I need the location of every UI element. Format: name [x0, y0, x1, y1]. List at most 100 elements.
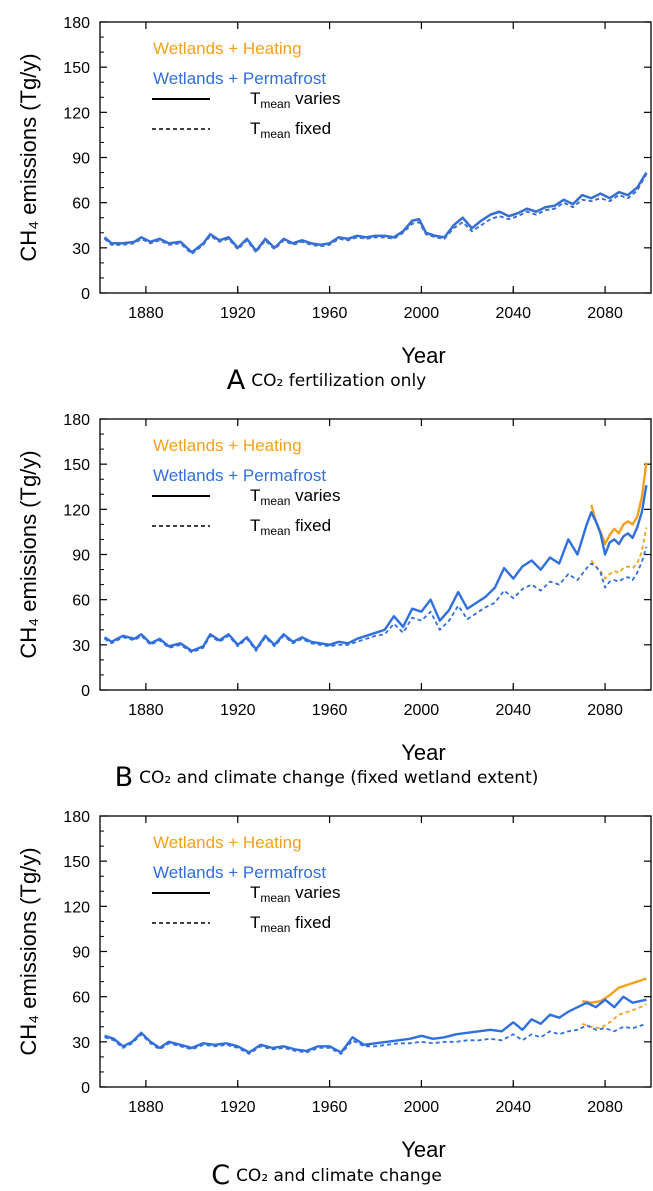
legend-suffix: varies: [290, 89, 340, 108]
x-tick-label: 1920: [220, 305, 256, 322]
plot-frame: [99, 418, 652, 691]
series-line-wetlands-heating-solid: [581, 977, 647, 1004]
x-tick-label: 2000: [404, 1099, 440, 1116]
series-line-wetlands-heating-dashed: [581, 1003, 647, 1030]
panel-a: 0 30 60 90 120 150 180 1880 1920 1960 2000 2040 2080…: [0, 0, 653, 396]
legend-entry-1: Wetlands + Heating: [153, 436, 302, 455]
legend-t: T: [250, 913, 260, 932]
legend-style-label-solid: Tmean varies: [250, 486, 341, 508]
y-tick-label: 180: [63, 15, 90, 32]
panel-c: 0 30 60 90 120 150 180 1880 1920 1960 2000 2040 2080…: [0, 794, 653, 1191]
y-tick-label: 180: [63, 412, 90, 429]
legend-subscript: mean: [260, 127, 290, 141]
legend-t: T: [250, 119, 260, 138]
y-tick-label: 120: [63, 105, 90, 122]
x-tick-label: 1880: [128, 305, 164, 322]
x-tick-label: 1920: [220, 1099, 256, 1116]
x-tick-label: 2040: [495, 1099, 531, 1116]
x-tick-label: 1880: [128, 1099, 164, 1116]
x-tick-label: 2080: [587, 702, 623, 719]
x-tick-label: 2000: [404, 702, 440, 719]
y-axis-label: CH₄ emissions (Tg/y): [16, 450, 41, 658]
legend-t: T: [250, 486, 260, 505]
caption-a: A CO₂ fertilization only: [0, 365, 653, 396]
series-line-wetlands-heating-solid: [103, 171, 648, 254]
legend-subscript: mean: [260, 97, 290, 111]
x-tick-label: 1880: [128, 702, 164, 719]
y-tick-label: 150: [63, 854, 90, 871]
series-group: [103, 171, 648, 255]
y-tick-label: 150: [63, 60, 90, 77]
series-group: [103, 462, 648, 654]
y-axis-label: CH₄ emissions (Tg/y): [16, 53, 41, 261]
x-axis-label: Year: [401, 1137, 445, 1162]
panel-letter-c: C: [211, 1160, 231, 1191]
x-tick-label: 2000: [404, 305, 440, 322]
legend-subscript: mean: [260, 494, 290, 508]
chart-b: 0 30 60 90 120 150 180 1880 1920 1960 2000 2040 2080…: [16, 412, 652, 765]
y-tick-label: 30: [72, 638, 90, 655]
legend-entry-2: Wetlands + Permafrost: [153, 863, 326, 882]
x-tick-label: 1960: [312, 1099, 348, 1116]
legend-style-label-solid: Tmean varies: [250, 883, 341, 905]
panel-letter-a: A: [226, 365, 246, 396]
legend-t: T: [250, 89, 260, 108]
series-group: [104, 977, 647, 1055]
y-tick-label: 150: [63, 457, 90, 474]
caption-c: C CO₂ and climate change: [0, 1160, 653, 1191]
y-tick-label: 90: [72, 945, 90, 962]
series-line-wetlands-permafrost-solid: [104, 995, 647, 1054]
x-axis-label: Year: [401, 740, 445, 765]
series-line-wetlands-permafrost-solid: [103, 484, 648, 653]
legend-t: T: [250, 516, 260, 535]
y-tick-label: 60: [72, 593, 90, 610]
legend-subscript: mean: [260, 891, 290, 905]
legend-subscript: mean: [260, 524, 290, 538]
legend-style-label-solid: Tmean varies: [250, 89, 341, 111]
legend-entry-2: Wetlands + Permafrost: [153, 466, 326, 485]
y-tick-label: 90: [72, 151, 90, 168]
legend-style-label-dashed: Tmean fixed: [250, 119, 331, 141]
series-line-wetlands-permafrost-solid: [103, 171, 648, 254]
series-line-wetlands-permafrost-dashed: [104, 1022, 647, 1055]
y-tick-label: 0: [81, 286, 90, 303]
y-tick-label: 180: [63, 809, 90, 826]
chart-a: 0 30 60 90 120 150 180 1880 1920 1960 2000 2040 2080…: [16, 15, 652, 368]
legend-suffix: fixed: [290, 913, 331, 932]
legend-t: T: [250, 883, 260, 902]
series-line-wetlands-heating-dashed: [104, 173, 648, 255]
legend-entry-2: Wetlands + Permafrost: [153, 69, 326, 88]
x-tick-label: 2080: [587, 1099, 623, 1116]
y-tick-label: 0: [81, 1080, 90, 1097]
y-axis-label: CH₄ emissions (Tg/y): [16, 847, 41, 1055]
legend-suffix: varies: [290, 486, 340, 505]
legend-entry-1: Wetlands + Heating: [153, 39, 302, 58]
y-tick-label: 120: [63, 899, 90, 916]
legend-entry-1: Wetlands + Heating: [153, 833, 302, 852]
legend-suffix: varies: [290, 883, 340, 902]
plot-frame: [99, 21, 652, 294]
y-tick-label: 30: [72, 1035, 90, 1052]
x-tick-label: 2040: [495, 305, 531, 322]
x-tick-label: 1960: [312, 702, 348, 719]
legend-style-label-dashed: Tmean fixed: [250, 516, 331, 538]
legend-suffix: fixed: [290, 119, 331, 138]
legend-subscript: mean: [260, 921, 290, 935]
caption-text-a: CO₂ fertilization only: [251, 371, 427, 391]
panel-b: 0 30 60 90 120 150 180 1880 1920 1960 2000 2040 2080…: [0, 397, 653, 793]
x-tick-label: 2080: [587, 305, 623, 322]
caption-text-c: CO₂ and climate change: [236, 1166, 442, 1186]
chart-c: 0 30 60 90 120 150 180 1880 1920 1960 2000 2040 2080…: [16, 809, 652, 1162]
series-line-wetlands-permafrost-dashed: [104, 546, 648, 654]
y-tick-label: 60: [72, 990, 90, 1007]
y-tick-label: 0: [81, 683, 90, 700]
x-tick-label: 2040: [495, 702, 531, 719]
series-line-wetlands-heating-dashed: [590, 527, 648, 580]
legend-style-label-dashed: Tmean fixed: [250, 913, 331, 935]
series-line-wetlands-permafrost-dashed: [104, 173, 648, 255]
caption-text-b: CO₂ and climate change (fixed wetland ex…: [139, 768, 539, 788]
panel-letter-b: B: [114, 762, 134, 793]
